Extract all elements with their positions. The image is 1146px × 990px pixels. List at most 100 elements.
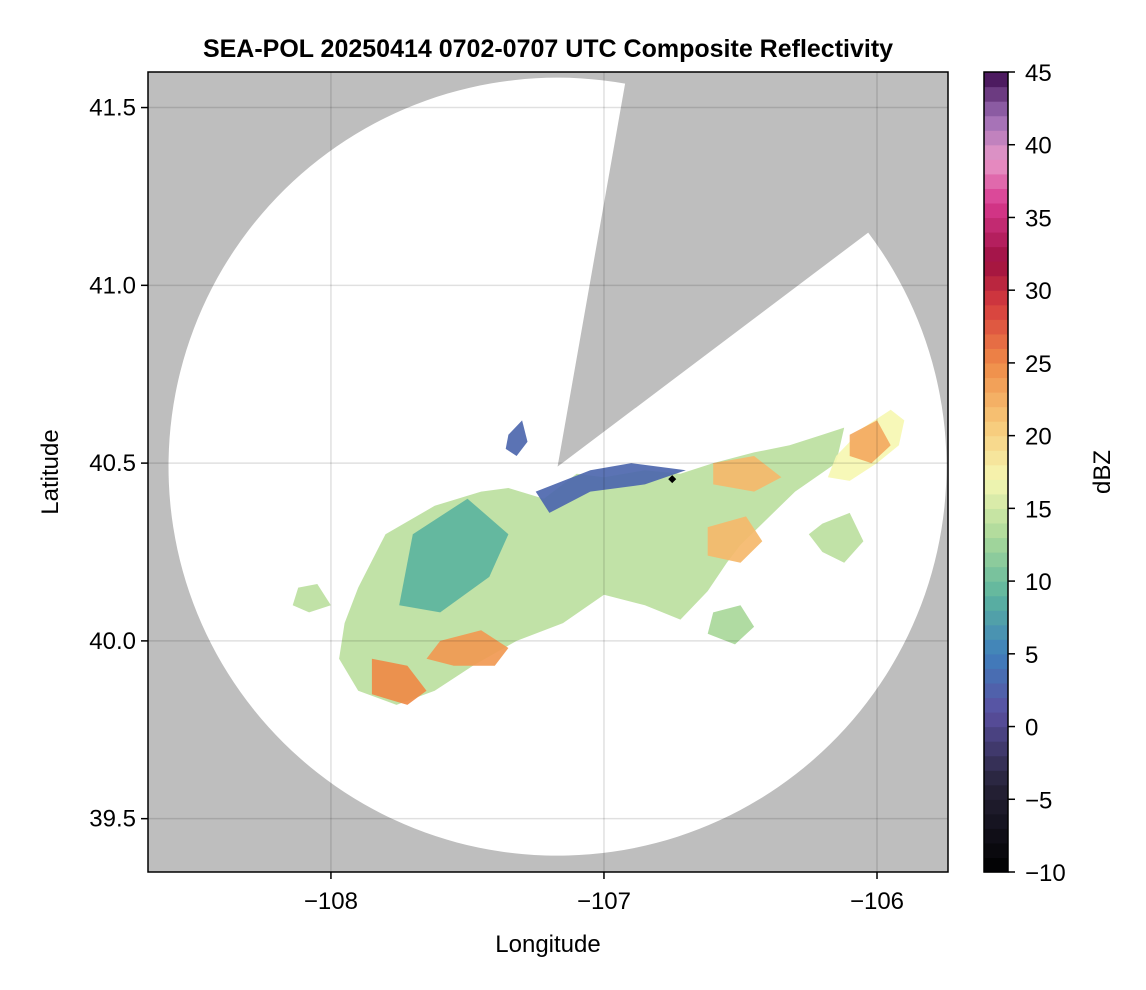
- y-tick-label: 41.0: [89, 272, 136, 299]
- x-axis-label: Longitude: [495, 931, 600, 958]
- colorbar-band: [984, 144, 1008, 160]
- colorbar-band: [984, 639, 1008, 655]
- echo-region-west-teal-core: [399, 498, 509, 613]
- colorbar-band: [984, 479, 1008, 495]
- colorbar-band: [984, 581, 1008, 597]
- colorbar-band: [984, 232, 1008, 248]
- echo-region-weak-north-edge: [535, 463, 686, 513]
- colorbar-band: [984, 522, 1008, 539]
- colorbar-label: dBZ: [1089, 450, 1116, 494]
- echo-region-core-2: [371, 658, 427, 705]
- colorbar-band: [984, 362, 1008, 379]
- colorbar-band: [984, 668, 1008, 684]
- echo-region-weak-nw-echo: [505, 420, 528, 456]
- colorbar-tick-label: 5: [1025, 642, 1038, 669]
- colorbar-band: [984, 813, 1008, 829]
- echo-region-core-4: [713, 456, 782, 492]
- colorbar-band: [984, 217, 1008, 233]
- colorbar-band: [984, 261, 1008, 277]
- colorbar-band: [984, 493, 1008, 509]
- colorbar-tick-label: 35: [1025, 205, 1052, 232]
- x-tick-label: −107: [577, 888, 631, 915]
- colorbar-band: [984, 202, 1008, 219]
- colorbar-band: [984, 435, 1008, 451]
- echo-region-core-5: [849, 420, 891, 464]
- y-tick-label: 39.5: [89, 806, 136, 833]
- colorbar-band: [984, 610, 1008, 626]
- echo-region-core-1: [426, 630, 509, 666]
- x-axis-ticks: −108 −107 −106: [304, 872, 904, 915]
- colorbar-band: [984, 188, 1008, 204]
- station-marker: [668, 475, 677, 484]
- colorbar-band: [984, 857, 1008, 873]
- colorbar-band: [984, 712, 1008, 728]
- y-axis-label: Latitude: [37, 429, 64, 514]
- colorbar-band: [984, 115, 1008, 131]
- colorbar-band: [984, 348, 1008, 364]
- colorbar-band: [984, 377, 1008, 393]
- colorbar-band: [984, 755, 1008, 771]
- colorbar-band: [984, 130, 1008, 146]
- colorbar-band: [984, 333, 1008, 349]
- colorbar-tick-label: 15: [1025, 496, 1052, 523]
- echo-region-east-scatter: [808, 512, 864, 563]
- colorbar-band: [984, 246, 1008, 262]
- colorbar-band: [984, 566, 1008, 582]
- colorbar-tick-label: −5: [1025, 787, 1052, 814]
- plot-frame: [147, 71, 949, 873]
- colorbar-tick-label: 20: [1025, 424, 1052, 451]
- colorbar-band: [984, 86, 1008, 102]
- colorbar-tick-label: −10: [1025, 860, 1066, 887]
- colorbar-band: [984, 464, 1008, 480]
- y-tick-label: 41.5: [89, 95, 136, 122]
- colorbar-band: [984, 159, 1008, 175]
- colorbar-band: [984, 624, 1008, 640]
- colorbar-tick-label: 10: [1025, 569, 1052, 596]
- colorbar-band: [984, 697, 1008, 713]
- y-axis-ticks: 39.5 40.0 40.5 41.0 41.5: [89, 95, 148, 833]
- colorbar-band: [984, 784, 1008, 800]
- colorbar-ticks: −10 −5 0 5 10 15 20 25 30 35 40 45: [1008, 60, 1066, 887]
- colorbar-tick-label: 30: [1025, 278, 1052, 305]
- colorbar-tick-label: 0: [1025, 715, 1038, 742]
- colorbar-band: [984, 392, 1008, 408]
- colorbar-band: [984, 319, 1008, 335]
- colorbar-band: [984, 406, 1008, 422]
- colorbar-band: [984, 682, 1008, 699]
- site-marker-layer: [668, 475, 677, 484]
- colorbar-band: [984, 828, 1008, 844]
- colorbar-tick-label: 45: [1025, 60, 1052, 87]
- colorbar-band: [984, 537, 1008, 553]
- colorbar-band: [984, 72, 1008, 88]
- colorbar-tick-label: 40: [1025, 133, 1052, 160]
- colorbar-band: [984, 304, 1008, 320]
- colorbar-band: [984, 741, 1008, 757]
- colorbar-band: [984, 552, 1008, 568]
- y-tick-label: 40.5: [89, 450, 136, 477]
- chart-title: SEA-POL 20250414 0702-0707 UTC Composite…: [203, 35, 893, 63]
- colorbar-band: [984, 842, 1008, 859]
- colorbar-band: [984, 770, 1008, 786]
- colorbar: [984, 72, 1008, 873]
- echo-region-core-3: [707, 516, 763, 563]
- colorbar-band: [984, 275, 1008, 291]
- colorbar-band: [984, 653, 1008, 669]
- reflectivity-echoes: [292, 409, 905, 705]
- colorbar-band: [984, 421, 1008, 437]
- colorbar-band: [984, 101, 1008, 117]
- colorbar-band: [984, 799, 1008, 815]
- x-tick-label: −106: [850, 888, 904, 915]
- colorbar-band: [984, 290, 1008, 306]
- echo-region-south-patch: [707, 605, 755, 645]
- echo-region-west-cell: [292, 584, 331, 613]
- colorbar-band: [984, 595, 1008, 611]
- colorbar-frame: [983, 71, 1009, 873]
- colorbar-band: [984, 173, 1008, 189]
- colorbar-band: [984, 450, 1008, 466]
- y-tick-label: 40.0: [89, 628, 136, 655]
- plot-area: [148, 72, 948, 872]
- x-tick-label: −108: [304, 888, 358, 915]
- grid-lines: [148, 72, 948, 872]
- colorbar-tick-label: 25: [1025, 351, 1052, 378]
